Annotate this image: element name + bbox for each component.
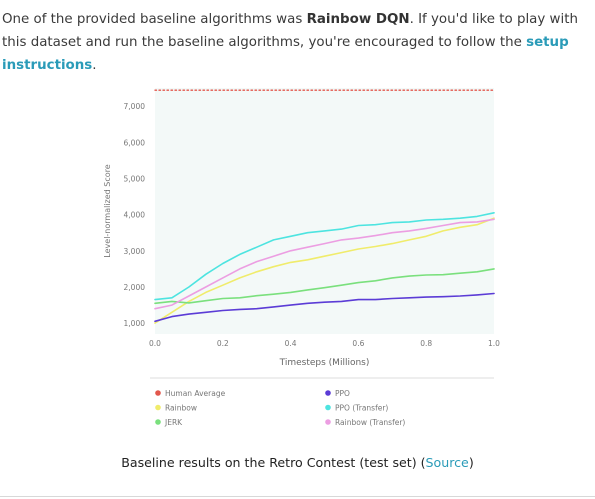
x-axis: 0.0 0.2 0.4 0.6 0.8 1.0 — [149, 339, 500, 348]
legend-marker-jerk — [155, 419, 161, 425]
x-tick-label: 0.0 — [149, 339, 161, 348]
legend-label-jerk[interactable]: JERK — [164, 418, 183, 427]
x-axis-label: Timesteps (Millions) — [279, 358, 370, 368]
y-tick-label: 3,000 — [124, 247, 146, 256]
legend-marker-ppo-transfer — [325, 405, 331, 411]
y-tick-label: 6,000 — [124, 138, 146, 147]
figure-caption: Baseline results on the Retro Contest (t… — [0, 455, 595, 470]
legend-marker-rainbow — [155, 405, 161, 411]
y-tick-label: 4,000 — [124, 211, 146, 220]
x-tick-label: 1.0 — [488, 339, 500, 348]
source-link[interactable]: Source — [426, 455, 469, 470]
legend-marker-rainbow-transfer — [325, 419, 331, 425]
bottom-divider — [0, 496, 595, 497]
caption-close: ) — [469, 455, 474, 470]
legend-label-ppo[interactable]: PPO — [335, 389, 350, 398]
y-tick-label: 1,000 — [124, 319, 146, 328]
y-tick-label: 2,000 — [124, 283, 146, 292]
caption-text: Baseline results on the Retro Contest (t… — [121, 455, 425, 470]
legend[interactable]: Human Average PPO Rainbow PPO (Transfer) JER… — [155, 389, 405, 427]
legend-label-human-average[interactable]: Human Average — [165, 389, 226, 398]
y-tick-label: 7,000 — [124, 102, 146, 111]
legend-label-rainbow[interactable]: Rainbow — [165, 403, 197, 412]
y-axis: 1,000 2,000 3,000 4,000 5,000 6,000 7,000 — [124, 102, 146, 328]
x-tick-label: 0.2 — [217, 339, 229, 348]
x-tick-label: 0.6 — [352, 339, 364, 348]
legend-label-rainbow-transfer[interactable]: Rainbow (Transfer) — [335, 418, 405, 427]
x-tick-label: 0.8 — [420, 339, 432, 348]
legend-label-ppo-transfer[interactable]: PPO (Transfer) — [335, 403, 388, 412]
legend-marker-ppo — [325, 390, 331, 396]
y-axis-label: Level-normalized Score — [103, 164, 112, 257]
legend-marker-human-average — [155, 390, 161, 396]
y-tick-label: 5,000 — [124, 174, 146, 183]
x-tick-label: 0.4 — [285, 339, 297, 348]
